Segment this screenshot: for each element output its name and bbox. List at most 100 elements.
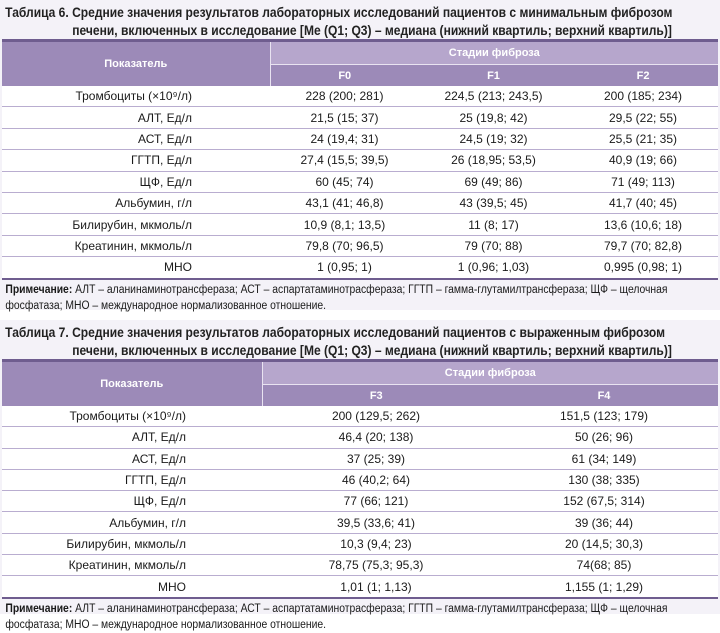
table-row: АСТ, Ед/л 24 (19,4; 31) 24,5 (19; 32) 25… <box>2 128 719 151</box>
table-6-caption: Таблица 6. Средние значения результатов … <box>0 0 720 39</box>
cell-value: 79 (70; 88) <box>419 235 568 258</box>
row-label: ГГТП, Ед/л <box>2 149 270 172</box>
table-row: ЩФ, Ед/л 60 (45; 74) 69 (49; 86) 71 (49;… <box>2 171 719 193</box>
cell-value: 69 (49; 86) <box>419 171 568 193</box>
cell-value: 79,7 (70; 82,8) <box>568 235 719 258</box>
cell-value: 27,4 (15,5; 39,5) <box>270 149 419 172</box>
table-row: Тромбоциты (×10⁹/л) 200 (129,5; 262) 151… <box>2 406 718 428</box>
table-row: АЛТ, Ед/л 21,5 (15; 37) 25 (19,8; 42) 29… <box>2 106 719 129</box>
row-label: АСТ, Ед/л <box>2 128 270 151</box>
cell-value: 37 (25; 39) <box>262 448 490 470</box>
row-label: ЩФ, Ед/л <box>2 490 262 513</box>
cell-value: 40,9 (19; 66) <box>568 149 719 172</box>
table-row: ЩФ, Ед/л 77 (66; 121) 152 (67,5; 314) <box>2 490 718 513</box>
cell-value: 50 (26; 96) <box>490 426 718 449</box>
table-7-top-rule <box>2 359 718 362</box>
table-7-block: Таблица 7. Средние значения результатов … <box>0 320 720 631</box>
row-label: ЩФ, Ед/л <box>2 171 270 193</box>
table-row: Креатинин, мкмоль/л 78,75 (75,3; 95,3) 7… <box>2 554 718 577</box>
cell-value: 200 (129,5; 262) <box>262 406 490 428</box>
table-row: МНО 1 (0,95; 1) 1 (0,96; 1,03) 0,995 (0,… <box>2 256 719 280</box>
table-row: Альбумин, г/л 39,5 (33,6; 41) 39 (36; 44… <box>2 511 718 534</box>
table-7: Показатель Стадии фиброза F3 F4 Тромбоци… <box>2 362 718 599</box>
row-label: АСТ, Ед/л <box>2 448 262 470</box>
column-header-f2: F2 <box>568 64 719 86</box>
row-label: Тромбоциты (×10⁹/л) <box>2 406 262 428</box>
row-label: Тромбоциты (×10⁹/л) <box>2 86 270 108</box>
cell-value: 60 (45; 74) <box>270 171 419 193</box>
cell-value: 0,995 (0,98; 1) <box>568 256 719 280</box>
row-label: ГГТП, Ед/л <box>2 469 262 492</box>
table-row: Билирубин, мкмоль/л 10,9 (8,1; 13,5) 11 … <box>2 213 719 236</box>
note-label: Примечание: <box>5 602 73 615</box>
note-label: Примечание: <box>5 283 73 296</box>
cell-value: 224,5 (213; 243,5) <box>419 86 568 108</box>
header-indicator: Показатель <box>2 362 263 406</box>
table-6: Показатель Стадии фиброза F0 F1 F2 Тромб… <box>2 42 719 280</box>
row-label: Креатинин, мкмоль/л <box>2 554 262 577</box>
note-text: АЛТ – аланинаминотрансфераза; АСТ – аспа… <box>5 283 668 312</box>
cell-value: 43 (39,5; 45) <box>419 192 568 215</box>
cell-value: 78,75 (75,3; 95,3) <box>262 554 490 577</box>
table-row: АЛТ, Ед/л 46,4 (20; 138) 50 (26; 96) <box>2 426 718 449</box>
cell-value: 61 (34; 149) <box>490 448 718 470</box>
table-6-caption-line1: Таблица 6. Средние значения результатов … <box>5 4 673 20</box>
cell-value: 200 (185; 234) <box>568 86 719 108</box>
table-row: ГГТП, Ед/л 46 (40,2; 64) 130 (38; 335) <box>2 469 718 492</box>
cell-value: 130 (38; 335) <box>490 469 718 492</box>
cell-value: 1,01 (1; 1,13) <box>262 575 490 599</box>
table-7-caption-line2: печени, включенных в исследование [Me (Q… <box>72 342 672 358</box>
table-6-caption-line2: печени, включенных в исследование [Me (Q… <box>72 22 672 38</box>
cell-value: 20 (14,5; 30,3) <box>490 533 718 556</box>
cell-value: 46,4 (20; 138) <box>262 426 490 449</box>
cell-value: 26 (18,95; 53,5) <box>419 149 568 172</box>
table-row: Альбумин, г/л 43,1 (41; 46,8) 43 (39,5; … <box>2 192 719 215</box>
row-label: МНО <box>2 575 262 599</box>
header-fibrosis-stages: Стадии фиброза <box>270 42 719 65</box>
row-label: АЛТ, Ед/л <box>2 106 270 129</box>
cell-value: 46 (40,2; 64) <box>262 469 490 492</box>
note-text: АЛТ – аланинаминотрансфераза; АСТ – аспа… <box>5 602 668 631</box>
cell-value: 228 (200; 281) <box>270 86 419 108</box>
row-label: МНО <box>2 256 270 280</box>
table-6-block: Таблица 6. Средние значения результатов … <box>0 0 720 312</box>
cell-value: 25,5 (21; 35) <box>568 128 719 151</box>
column-header-f3: F3 <box>262 384 490 406</box>
cell-value: 25 (19,8; 42) <box>419 106 568 129</box>
table-row: АСТ, Ед/л 37 (25; 39) 61 (34; 149) <box>2 448 718 470</box>
table-7-note: Примечание: АЛТ – аланинаминотрансфераза… <box>0 599 713 633</box>
cell-value: 13,6 (10,6; 18) <box>568 213 719 236</box>
table-6-top-rule <box>2 39 718 42</box>
table-7-caption: Таблица 7. Средние значения результатов … <box>0 320 720 359</box>
column-header-f1: F1 <box>419 64 568 86</box>
row-label: Креатинин, мкмоль/л <box>2 235 270 258</box>
cell-value: 43,1 (41; 46,8) <box>270 192 419 215</box>
table-7-caption-line1: Таблица 7. Средние значения результатов … <box>5 324 666 340</box>
cell-value: 79,8 (70; 96,5) <box>270 235 419 258</box>
cell-value: 29,5 (22; 55) <box>568 106 719 129</box>
cell-value: 1 (0,95; 1) <box>270 256 419 280</box>
column-header-f4: F4 <box>490 384 718 406</box>
row-label: Билирубин, мкмоль/л <box>2 533 262 556</box>
cell-value: 152 (67,5; 314) <box>490 490 718 513</box>
table-6-note: Примечание: АЛТ – аланинаминотрансфераза… <box>0 280 713 314</box>
table-row: Билирубин, мкмоль/л 10,3 (9,4; 23) 20 (1… <box>2 533 718 556</box>
cell-value: 71 (49; 113) <box>568 171 719 193</box>
table-row: МНО 1,01 (1; 1,13) 1,155 (1; 1,29) <box>2 575 718 599</box>
header-fibrosis-stages: Стадии фиброза <box>262 362 718 385</box>
column-header-f0: F0 <box>270 64 419 86</box>
row-label: Билирубин, мкмоль/л <box>2 213 270 236</box>
row-label: Альбумин, г/л <box>2 511 262 534</box>
header-indicator: Показатель <box>2 42 271 86</box>
cell-value: 10,3 (9,4; 23) <box>262 533 490 556</box>
table-row: ГГТП, Ед/л 27,4 (15,5; 39,5) 26 (18,95; … <box>2 149 719 172</box>
cell-value: 21,5 (15; 37) <box>270 106 419 129</box>
cell-value: 74(68; 85) <box>490 554 718 577</box>
cell-value: 1,155 (1; 1,29) <box>490 575 718 599</box>
cell-value: 10,9 (8,1; 13,5) <box>270 213 419 236</box>
cell-value: 24 (19,4; 31) <box>270 128 419 151</box>
cell-value: 77 (66; 121) <box>262 490 490 513</box>
cell-value: 24,5 (19; 32) <box>419 128 568 151</box>
cell-value: 151,5 (123; 179) <box>490 406 718 428</box>
row-label: Альбумин, г/л <box>2 192 270 215</box>
